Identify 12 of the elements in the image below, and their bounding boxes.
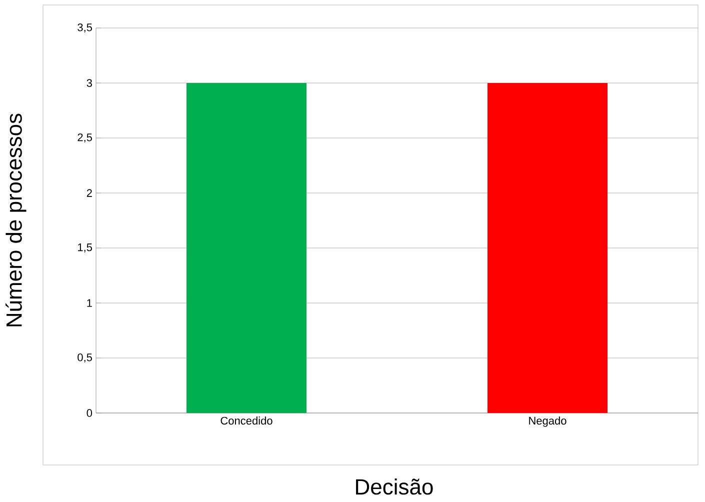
y-tick-label: 1 (87, 299, 92, 307)
y-tick-label: 2,5 (78, 133, 92, 143)
y-tick-label: 0,5 (78, 353, 92, 363)
x-tick-label: Negado (529, 416, 566, 427)
y-tick-label: 3 (86, 79, 92, 87)
y-tick-label: 0 (86, 409, 92, 417)
x-axis-title: Decisão (356, 478, 433, 495)
y-tick-label: 3,5 (78, 23, 92, 33)
x-tick-label: Concedido (220, 416, 272, 425)
y-axis-title: Número de processos (5, 114, 26, 326)
y-tick-label: 1,5 (78, 244, 92, 252)
y-tick-label: 2 (86, 189, 92, 197)
